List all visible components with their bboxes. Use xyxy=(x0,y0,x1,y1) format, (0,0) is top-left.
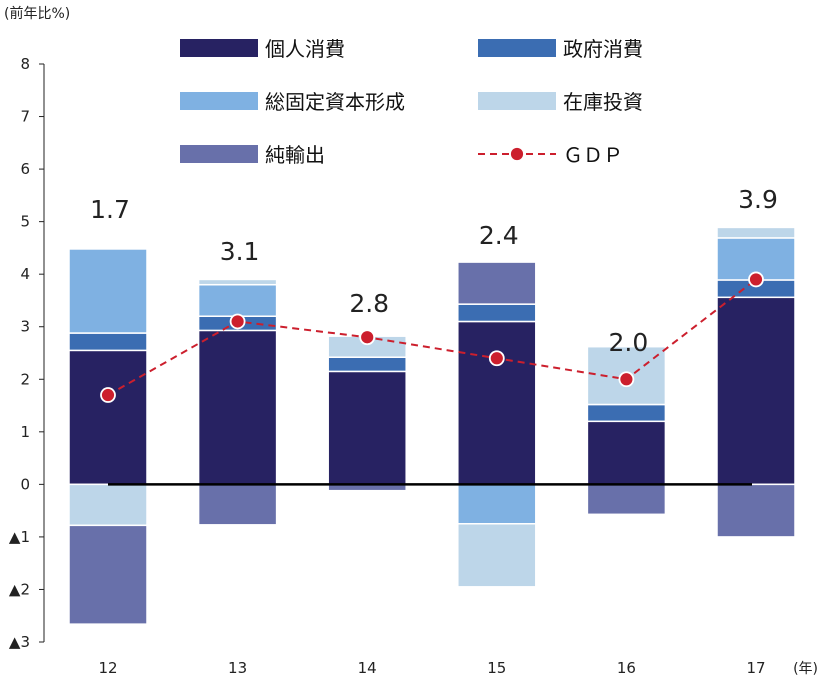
y-tick-label: 5 xyxy=(20,213,30,231)
y-tick-label: ▲2 xyxy=(9,580,30,598)
bar-segment-4 xyxy=(197,483,278,526)
gdp-line-path xyxy=(107,278,757,396)
legend-label: 個人消費 xyxy=(265,37,345,61)
legend-label: 在庫投資 xyxy=(563,90,643,114)
bar-segment-4 xyxy=(68,524,148,625)
gdp-data-label: 3.1 xyxy=(220,237,260,266)
gdp-data-label: 1.7 xyxy=(90,195,130,224)
bars xyxy=(68,226,796,625)
x-tick-label: 12 xyxy=(98,659,117,677)
x-unit-label: (年) xyxy=(793,661,818,677)
gdp-point xyxy=(488,350,505,367)
legend-label: ＧＤＰ xyxy=(563,143,623,167)
bar-segment-1 xyxy=(586,403,667,423)
y-tick-label: 7 xyxy=(20,108,30,126)
gdp-point xyxy=(618,371,635,388)
x-tick-label: 17 xyxy=(746,659,765,677)
bar-segment-0 xyxy=(197,329,278,486)
bar-segment-1 xyxy=(457,303,537,323)
legend-label: 総固定資本形成 xyxy=(265,90,405,114)
legend-swatch xyxy=(478,92,556,110)
y-tick-label: 2 xyxy=(20,370,30,388)
x-axis: 12 13 14 15 16 17 (年) xyxy=(98,659,818,677)
x-tick-label: 16 xyxy=(617,659,636,677)
legend-gdp-marker xyxy=(509,146,525,162)
gdp-point xyxy=(359,329,376,346)
legend-swatch xyxy=(180,145,258,163)
bar-segment-2 xyxy=(457,483,537,525)
legend-label: 純輸出 xyxy=(265,143,325,167)
gdp-point xyxy=(100,387,116,403)
legend-swatch xyxy=(180,39,258,57)
gdp-point xyxy=(748,271,764,288)
bar-segment-3 xyxy=(457,523,537,588)
x-tick-label: 13 xyxy=(228,659,247,677)
gdp-data-label: 2.0 xyxy=(609,328,649,357)
bar-segment-4 xyxy=(586,483,667,516)
bar-segment-1 xyxy=(327,356,407,373)
gdp-data-label: 2.4 xyxy=(479,221,519,250)
legend-swatch xyxy=(180,92,258,110)
bar-segment-0 xyxy=(716,296,796,486)
y-unit-label: (前年比%) xyxy=(4,5,70,22)
y-tick-label: 3 xyxy=(20,318,30,336)
y-tick-label: 1 xyxy=(20,423,30,441)
gdp-data-label: 2.8 xyxy=(349,289,389,318)
bar-segment-4 xyxy=(457,261,537,305)
bar-segment-0 xyxy=(457,320,537,486)
bar-segment-3 xyxy=(68,483,148,527)
gdp-line: 1.7 3.1 2.8 2.4 2.0 3.9 xyxy=(90,185,778,403)
bar-segment-0 xyxy=(327,370,407,486)
bar-segment-0 xyxy=(586,420,667,486)
gdp-point xyxy=(229,313,246,330)
x-tick-label: 15 xyxy=(487,659,506,677)
bar-segment-2 xyxy=(68,248,148,334)
bar-segment-0 xyxy=(68,349,148,486)
y-tick-label: 4 xyxy=(20,265,30,283)
legend-swatch xyxy=(478,39,556,57)
bar-segment-4 xyxy=(716,483,796,538)
gdp-data-label: 3.9 xyxy=(738,185,778,214)
y-tick-label: ▲1 xyxy=(9,528,30,546)
y-axis: 8 7 6 5 4 3 2 1 0 ▲1 ▲2 ▲3 xyxy=(9,55,45,651)
y-tick-label: 6 xyxy=(20,160,30,178)
bar-segment-1 xyxy=(68,332,148,352)
bar-segment-2 xyxy=(197,283,278,317)
y-tick-label: ▲3 xyxy=(9,633,30,651)
y-tick-label: 0 xyxy=(20,475,30,493)
bar-segment-3 xyxy=(586,345,667,406)
y-tick-label: 8 xyxy=(20,55,30,73)
legend-label: 政府消費 xyxy=(563,37,643,61)
x-tick-label: 14 xyxy=(358,659,377,677)
bar-segment-3 xyxy=(197,278,278,286)
bar-segment-3 xyxy=(716,226,796,239)
